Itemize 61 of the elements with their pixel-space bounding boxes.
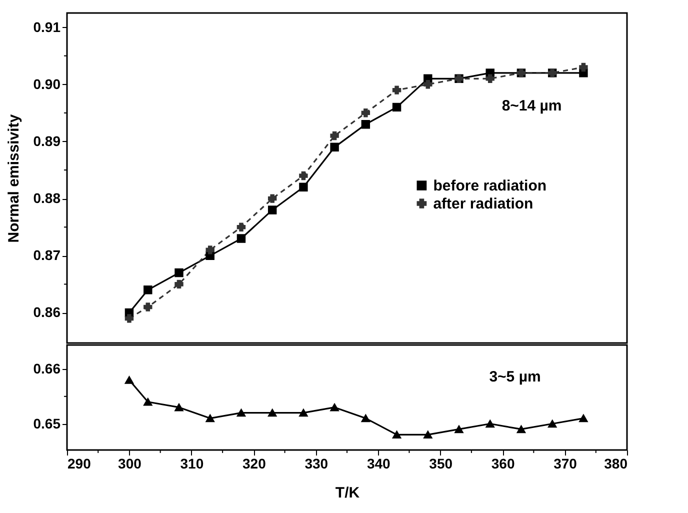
point — [299, 182, 308, 192]
point — [236, 408, 246, 417]
point — [361, 414, 370, 422]
point — [392, 430, 402, 439]
y-tick-label: 0.90 — [33, 76, 61, 92]
point — [144, 286, 152, 294]
x-tick-label: 360 — [491, 456, 515, 472]
point — [392, 86, 402, 94]
annotation: 8~14 µm — [502, 97, 562, 114]
point — [236, 234, 246, 243]
x-tick-label: 320 — [242, 456, 266, 472]
y-tick-label: 0.91 — [33, 18, 61, 35]
legend-label: after radiation — [433, 196, 534, 212]
point — [124, 376, 134, 384]
y-tick-label: 0.86 — [33, 304, 61, 320]
legend-label: before radiation — [433, 178, 547, 194]
point — [268, 408, 277, 417]
point — [330, 403, 339, 412]
y-tick-label: 0.87 — [33, 247, 61, 264]
point — [330, 142, 339, 152]
point — [124, 314, 134, 323]
point — [579, 62, 588, 72]
y-tick-label: 0.65 — [33, 415, 61, 432]
x-axis-title: T/K — [335, 484, 360, 502]
point — [268, 206, 277, 214]
y-tick-label: 0.66 — [33, 360, 61, 377]
point — [268, 194, 277, 203]
x-tick-label: 290 — [68, 456, 92, 472]
point — [236, 222, 246, 232]
point — [454, 425, 464, 434]
y-axis-title: Normal emissivity — [5, 114, 22, 243]
point — [144, 302, 152, 312]
point — [174, 268, 184, 278]
point — [548, 420, 557, 428]
point — [424, 80, 432, 89]
y-tick-label: 0.89 — [33, 132, 61, 149]
point — [516, 425, 526, 434]
point — [486, 420, 494, 428]
point — [206, 246, 214, 254]
x-tick-label: 300 — [118, 456, 142, 472]
point — [174, 403, 184, 412]
point — [361, 108, 370, 118]
point — [144, 398, 152, 406]
x-tick-label: 380 — [604, 456, 628, 472]
point — [392, 102, 402, 112]
point — [299, 408, 308, 417]
point — [299, 171, 308, 180]
point — [330, 131, 339, 140]
x-tick-label: 350 — [429, 456, 453, 472]
x-tick-label: 310 — [180, 456, 204, 472]
point — [174, 280, 184, 289]
point — [361, 120, 370, 129]
point — [579, 414, 588, 422]
x-tick-label: 330 — [304, 456, 328, 472]
annotation: 3~5 µm — [489, 368, 541, 386]
point — [424, 430, 432, 439]
point — [486, 74, 494, 84]
x-tick-label: 370 — [554, 456, 578, 472]
x-tick-label: 340 — [366, 456, 391, 472]
point — [206, 414, 214, 422]
y-tick-label: 0.88 — [33, 190, 61, 206]
